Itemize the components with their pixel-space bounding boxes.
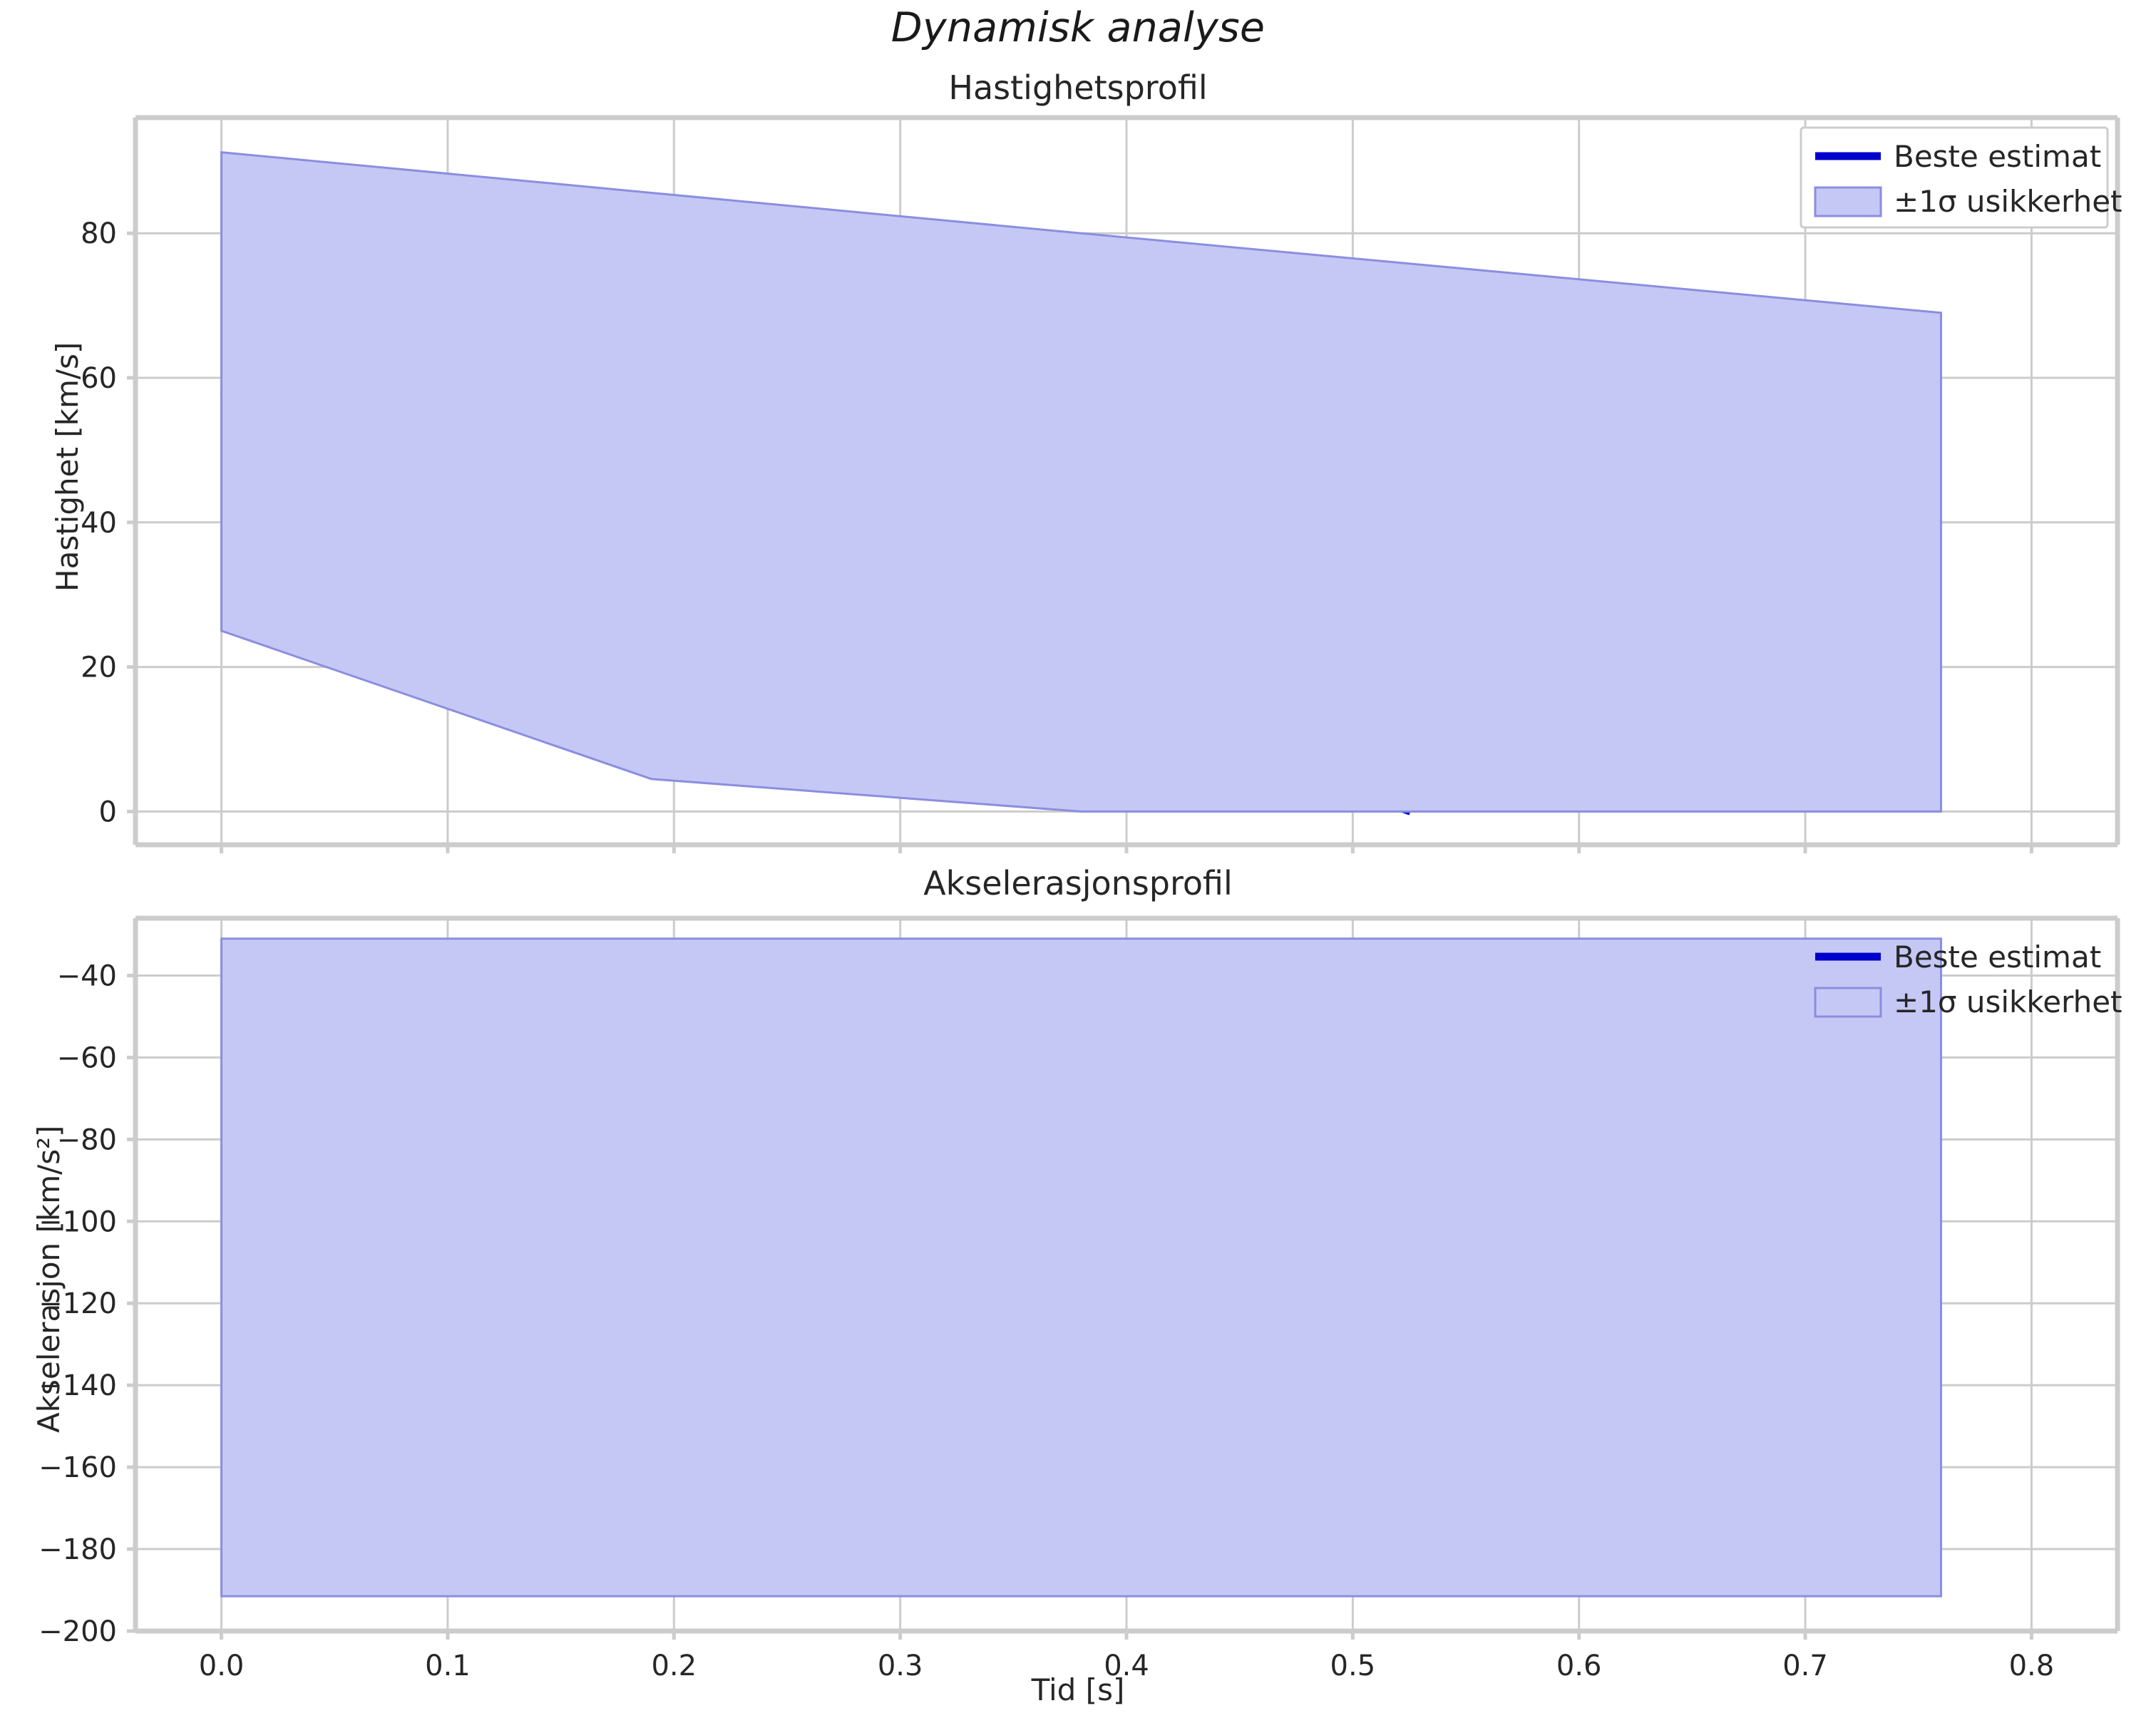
legend-hastighetsprofil: Beste estimat ±1σ usikkerhet: [1800, 126, 2122, 229]
y-tick-label: −180: [38, 1533, 117, 1566]
y-tick-label: −60: [57, 1042, 117, 1074]
y-tick-label: −80: [57, 1123, 117, 1156]
axes-hastighetsprofil: 0 20 40 60 80 Beste estimat ±1σ usikkerhet: [81, 115, 2122, 853]
x-tick-label: 0.0: [199, 1650, 245, 1682]
y-tick-label: 20: [81, 652, 117, 684]
legend-band-swatch: [1814, 987, 1882, 1018]
x-axis-label: Tid [s]: [1031, 1672, 1125, 1707]
legend-band-swatch: [1814, 186, 1882, 217]
y-tick-label: −120: [38, 1287, 117, 1320]
y-tick-label: 0: [99, 796, 117, 828]
x-tick-label: 0.3: [878, 1650, 923, 1682]
y-tick-label: −40: [57, 960, 117, 992]
x-tick-label: 0.6: [1556, 1650, 1602, 1682]
x-tick-label: 0.1: [425, 1650, 471, 1682]
y-tick-label: 60: [81, 362, 117, 395]
legend-band-label: ±1σ usikkerhet: [1894, 984, 2122, 1019]
acceleration-panel-title: Akselerasjonsprofil: [923, 864, 1233, 902]
legend-line-label: Beste estimat: [1894, 940, 2101, 974]
x-tick-label: 0.5: [1330, 1650, 1376, 1682]
legend-line-label: Beste estimat: [1894, 139, 2101, 174]
legend-akselerasjonsprofil: Beste estimat ±1σ usikkerhet: [1814, 940, 2122, 1019]
legend-band-label: ±1σ usikkerhet: [1894, 184, 2122, 219]
uncertainty-band: [220, 151, 1942, 813]
x-tick-label: 0.2: [651, 1650, 697, 1682]
y-tick-label: 80: [81, 217, 117, 250]
figure-suptitle: Dynamisk analyse: [890, 4, 1266, 51]
y-tick-label: −160: [38, 1451, 117, 1484]
y-tick-label: −200: [38, 1615, 117, 1648]
axes-akselerasjonsprofil: −200 −180 −160 −140 −120 −100 −80 −60 −40 0.0 0.1 0…: [38, 915, 2122, 1682]
x-tick-label: 0.8: [2009, 1650, 2055, 1682]
x-tick-label: 0.7: [1782, 1650, 1828, 1682]
velocity-panel-title: Hastighetsprofil: [948, 68, 1208, 107]
y-tick-label: 40: [81, 507, 117, 540]
y-tick-label: −140: [38, 1369, 117, 1402]
uncertainty-band: [220, 937, 1942, 1598]
x-tick-label: 0.4: [1104, 1650, 1149, 1682]
y-tick-label: −100: [38, 1205, 117, 1238]
